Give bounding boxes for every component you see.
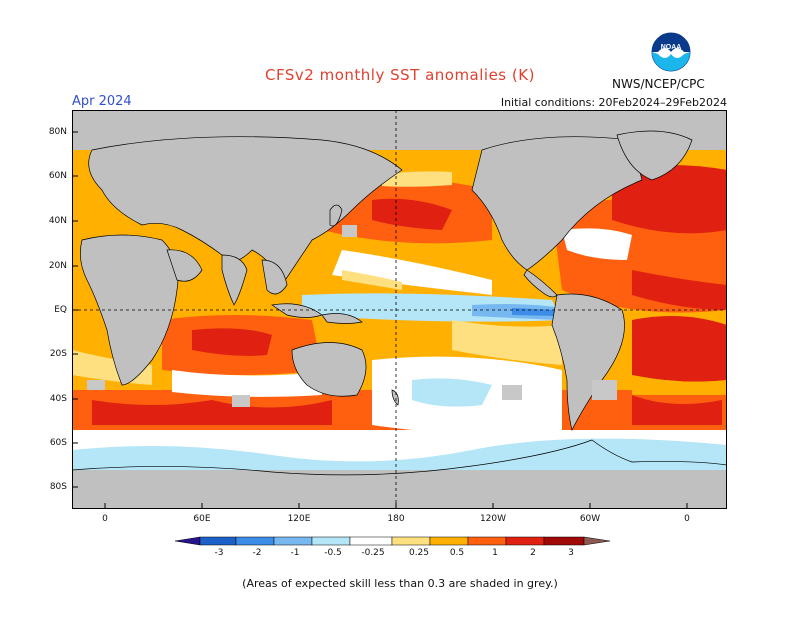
lon-label-180: 180 bbox=[387, 514, 405, 524]
lon-label-120w: 120W bbox=[479, 514, 507, 524]
colorbar-label-neg3: -3 bbox=[214, 548, 224, 558]
lon-label-120e: 120E bbox=[287, 514, 311, 524]
initial-conditions: Initial conditions: 20Feb2024–29Feb2024 bbox=[500, 96, 727, 109]
colorbar-label-025: 0.25 bbox=[408, 548, 430, 558]
lat-label-80s: 80S bbox=[49, 482, 67, 492]
lat-label-80n: 80N bbox=[48, 127, 67, 137]
colorbar-label-3: 3 bbox=[568, 548, 574, 558]
noaa-logo-icon: NOAA bbox=[651, 32, 691, 72]
sst-anomaly-map bbox=[72, 110, 727, 509]
lat-label-60s: 60S bbox=[49, 438, 67, 448]
agency-label: NWS/NCEP/CPC bbox=[612, 77, 705, 91]
lon-label-60e: 60E bbox=[193, 514, 211, 524]
colorbar-label-05: 0.5 bbox=[449, 548, 465, 558]
logo-text: NOAA bbox=[661, 44, 682, 51]
lat-label-40s: 40S bbox=[49, 394, 67, 404]
colorbar bbox=[174, 536, 611, 546]
colorbar-label-neg2: -2 bbox=[252, 548, 262, 558]
lon-label-60w: 60W bbox=[579, 514, 601, 524]
colorbar-label-1: 1 bbox=[492, 548, 498, 558]
lat-label-20s: 20S bbox=[49, 349, 67, 359]
colorbar-label-neg1: -1 bbox=[290, 548, 300, 558]
lat-label-20n: 20N bbox=[48, 261, 67, 271]
lon-label-0-east: 0 bbox=[684, 514, 690, 524]
colorbar-label-neg025: -0.25 bbox=[361, 548, 385, 558]
forecast-month: Apr 2024 bbox=[72, 94, 132, 109]
lat-label-60n: 60N bbox=[48, 171, 67, 181]
chart-title: CFSv2 monthly SST anomalies (K) bbox=[265, 66, 535, 84]
colorbar-label-2: 2 bbox=[530, 548, 536, 558]
lon-label-0: 0 bbox=[102, 514, 108, 524]
skill-footnote: (Areas of expected skill less than 0.3 a… bbox=[242, 577, 558, 590]
lat-label-eq: EQ bbox=[54, 305, 67, 315]
lat-label-40n: 40N bbox=[48, 216, 67, 226]
colorbar-label-neg05: -0.5 bbox=[324, 548, 342, 558]
